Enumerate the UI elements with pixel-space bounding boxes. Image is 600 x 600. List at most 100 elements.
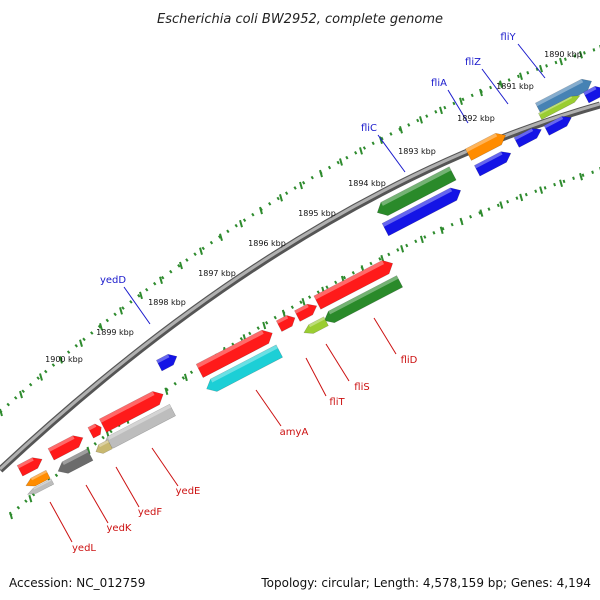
major-tick-mark	[159, 276, 163, 285]
gene-label-yedE[interactable]: yedE	[176, 486, 201, 497]
gene-fliY-inner	[538, 95, 581, 120]
tick-label: 1896 kbp	[248, 239, 286, 248]
major-tick-mark	[499, 80, 503, 88]
major-tick-mark	[164, 387, 169, 396]
gene-fliC-cds	[381, 187, 462, 237]
leader-line	[123, 286, 151, 325]
major-tick-mark	[319, 169, 323, 178]
gene-fliA	[474, 151, 512, 177]
major-tick-mark	[519, 193, 524, 202]
gene-label-fliT[interactable]: fliT	[329, 397, 345, 408]
gene-yedL	[16, 457, 43, 477]
major-tick-mark	[262, 321, 267, 330]
gene-label-yedF[interactable]: yedF	[138, 507, 162, 518]
gene-yedL-cds-2	[26, 478, 55, 495]
tick-label: 1892 kbp	[457, 114, 495, 123]
leader-line	[517, 43, 546, 79]
gene-fliZ-tail	[583, 86, 600, 104]
major-tick-mark	[399, 126, 403, 134]
major-tick-mark	[579, 51, 583, 59]
gene-yedF	[87, 423, 102, 439]
major-tick-mark	[299, 181, 303, 190]
gene-label-yedK[interactable]: yedK	[107, 523, 132, 534]
major-tick-mark	[9, 511, 13, 520]
major-tick-mark	[539, 64, 543, 73]
tick-label: 1900 kbp	[45, 355, 83, 364]
tick-label: 1890 kbp	[544, 50, 582, 59]
major-tick-mark	[459, 217, 464, 226]
tick-labels: 1890 kbp 1891 kbp 1892 kbp 1893 kbp 1894 kbp…	[45, 50, 582, 364]
major-tick-mark	[419, 116, 423, 124]
gene-yedK	[47, 435, 84, 461]
gene-label-yedL[interactable]: yedL	[72, 543, 96, 554]
genome-backbone-highlight	[0, 102, 600, 471]
major-tick-mark	[86, 446, 91, 455]
topology-text: Topology: circular; Length: 4,578,159 bp…	[261, 576, 591, 590]
gene-label-fliY[interactable]: fliY	[500, 32, 516, 43]
gene-label-fliA[interactable]: fliA	[431, 78, 447, 89]
major-tick-mark	[539, 186, 544, 194]
major-tick-mark	[59, 356, 63, 364]
leader-line	[377, 134, 406, 173]
tick-label: 1897 kbp	[198, 269, 236, 278]
map-title: Escherichia coli BW2952, complete genome	[157, 12, 443, 27]
major-tick-mark	[459, 97, 463, 106]
leader-line	[325, 343, 350, 382]
gene-label-fliC[interactable]: fliC	[361, 123, 377, 134]
major-tick-mark	[559, 179, 564, 188]
gene-fliT	[275, 315, 296, 332]
major-tick-mark	[28, 494, 33, 503]
major-tick-mark	[499, 201, 504, 209]
major-tick-mark	[339, 158, 343, 166]
major-tick-mark	[183, 373, 188, 382]
gene-yedL-cds	[25, 469, 51, 487]
gene-labels: fliY fliZ fliA fliC yedD fliD fliS fliT amyA yedE…	[49, 32, 546, 554]
major-tick-mark	[359, 147, 363, 155]
major-tick-mark	[219, 233, 223, 242]
genome-backbone	[0, 101, 600, 473]
leader-line	[373, 317, 397, 355]
gene-label-fliD[interactable]: fliD	[401, 355, 418, 366]
gene-yedD	[156, 354, 178, 372]
gene-label-fliS[interactable]: fliS	[354, 382, 369, 393]
gene-amyA-rev	[195, 329, 273, 378]
major-tick-mark	[39, 373, 43, 381]
major-tick-mark	[301, 297, 306, 306]
major-tick-mark	[19, 390, 23, 399]
gene-yedK-cds	[57, 448, 94, 474]
leader-line	[115, 466, 140, 508]
leader-line	[85, 484, 109, 524]
major-tick-mark	[79, 339, 83, 347]
gene-fliS-rev	[294, 303, 318, 322]
gene-yedE	[99, 391, 164, 433]
gene-features	[16, 78, 600, 495]
major-tick-mark	[579, 172, 583, 181]
tick-label: 1893 kbp	[398, 147, 436, 156]
major-tick-mark	[139, 291, 143, 300]
tick-label: 1898 kbp	[148, 298, 186, 307]
major-tick-mark	[179, 261, 183, 270]
gene-label-fliZ[interactable]: fliZ	[465, 57, 481, 68]
gene-label-amyA[interactable]: amyA	[280, 427, 309, 438]
gene-fliD	[323, 275, 404, 323]
tick-label: 1891 kbp	[496, 82, 534, 91]
gene-yedF-cds	[95, 439, 113, 454]
outer-tick-arc	[0, 46, 600, 414]
leader-line	[481, 68, 509, 105]
major-tick-mark	[559, 57, 563, 66]
major-tick-mark	[479, 209, 484, 217]
gene-fliA-2	[513, 128, 542, 148]
major-tick-mark	[479, 88, 483, 97]
leader-line	[151, 447, 179, 487]
gene-fliS	[303, 316, 329, 334]
major-tick-mark	[400, 245, 405, 253]
gene-amyA	[206, 344, 283, 392]
gene-fliA-3	[543, 116, 572, 136]
inner-tick-arc	[9, 168, 600, 517]
gene-label-yedD[interactable]: yedD	[100, 275, 126, 286]
leader-line	[255, 389, 282, 427]
gene-fliC	[376, 166, 457, 216]
tick-label: 1899 kbp	[96, 328, 134, 337]
leader-line	[305, 357, 327, 397]
major-tick-mark	[281, 309, 286, 318]
